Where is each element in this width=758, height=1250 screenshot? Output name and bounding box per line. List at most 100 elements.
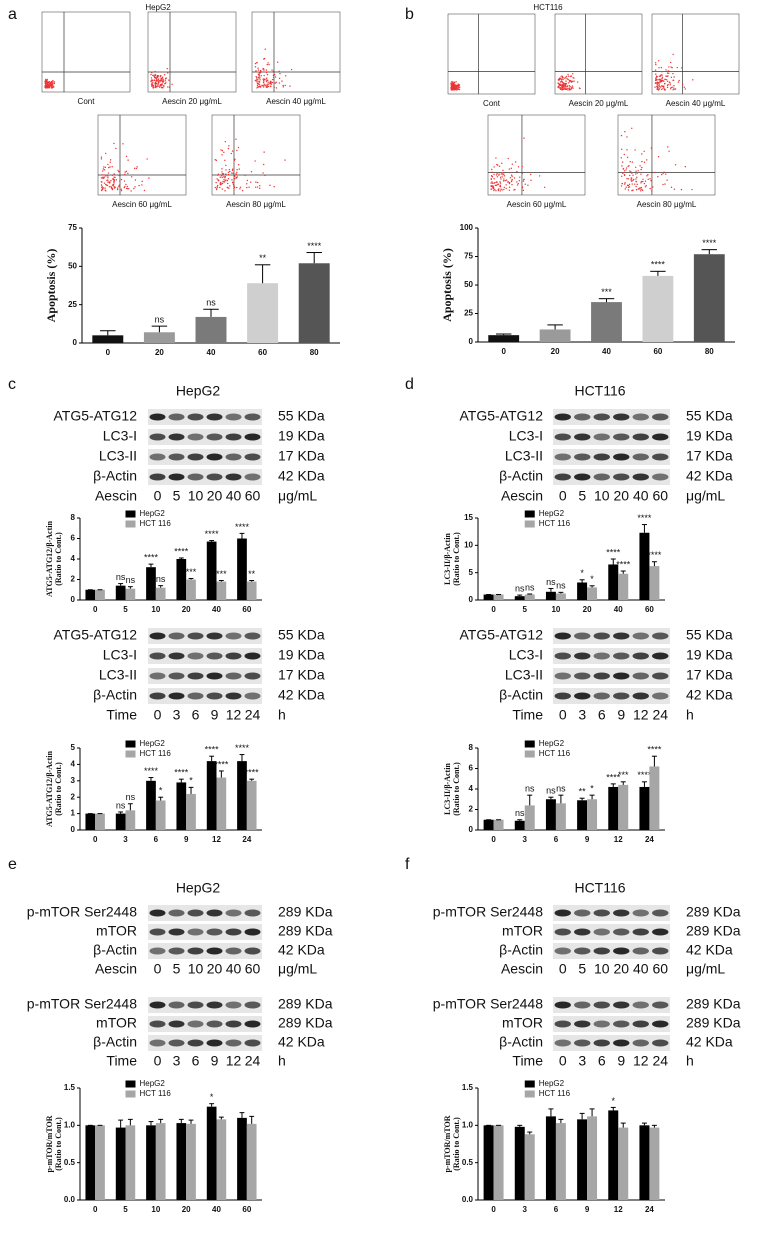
bar	[649, 1127, 660, 1200]
bar	[524, 594, 535, 600]
x-tick-label: 0	[491, 1205, 496, 1214]
flow-dot	[508, 171, 511, 174]
flow-dot	[635, 189, 638, 191]
y-axis-label: ATG5-ATG12/β-Actin	[45, 750, 54, 826]
flow-dot	[490, 182, 492, 184]
x-tick-label: 3	[123, 835, 128, 844]
bar	[639, 1125, 650, 1200]
flow-dot	[281, 80, 283, 82]
blot-size: 289 KDa	[278, 996, 333, 1012]
blot-strip	[148, 668, 262, 684]
blot-band	[244, 947, 261, 955]
x-tick-label: 20	[551, 347, 560, 356]
flow-dot	[269, 85, 272, 88]
significance-label: ns	[556, 581, 566, 591]
flow-dot	[523, 178, 525, 181]
blot-band	[652, 692, 669, 700]
blot-band	[554, 453, 571, 461]
flow-dot	[669, 88, 672, 90]
flow-dot	[269, 184, 271, 187]
lane-label: 24	[652, 707, 668, 723]
flow-dot	[508, 181, 511, 184]
y-tick-label: 10	[464, 540, 473, 549]
blot-band	[632, 413, 649, 421]
blot-size: 55 KDa	[278, 408, 325, 424]
flow-dot	[214, 159, 216, 161]
flow-dot	[507, 181, 510, 183]
flow-dot	[639, 165, 641, 167]
bar	[155, 800, 166, 830]
bar	[587, 799, 598, 830]
flow-dot	[493, 173, 495, 176]
flow-dot	[656, 83, 658, 85]
x-tick-label: 3	[523, 1205, 528, 1214]
flow-dot	[664, 78, 666, 81]
blot-row-label: β-Actin	[93, 468, 137, 484]
blot-band	[149, 672, 166, 680]
flow-dot	[264, 78, 266, 80]
y-axis-label-note: (Ratio to Cont.)	[54, 1117, 63, 1171]
blot-band	[554, 1001, 571, 1009]
blot-band	[613, 672, 630, 680]
blot-band	[652, 453, 669, 461]
x-tick-label: 3	[523, 835, 528, 844]
flow-dot	[508, 182, 511, 185]
blot-band	[593, 909, 610, 917]
flow-dot	[222, 173, 225, 175]
flow-dot	[635, 180, 637, 183]
flow-dot	[490, 175, 493, 177]
lane-label: 6	[598, 707, 606, 723]
flow-dot	[630, 171, 632, 173]
flow-dot	[629, 174, 631, 177]
significance-label: **	[248, 569, 256, 579]
flow-dot	[626, 177, 628, 180]
blot-strip	[553, 943, 670, 959]
flow-dot	[519, 176, 521, 178]
flow-dot	[264, 174, 266, 177]
flow-dot	[111, 166, 113, 168]
flow-dot	[126, 185, 129, 188]
flow-dot	[665, 69, 667, 71]
blot-band	[168, 672, 185, 680]
flow-dot	[636, 183, 638, 186]
legend-label: HepG2	[539, 739, 565, 748]
blot-band	[613, 433, 630, 441]
significance-label: ns	[546, 786, 556, 796]
flow-dot	[664, 89, 667, 91]
blot-band	[652, 928, 669, 936]
y-tick-label: 5	[469, 568, 474, 577]
flow-dot	[101, 187, 104, 189]
flow-dot	[691, 188, 693, 191]
y-tick-label: 25	[464, 309, 473, 318]
blot-band	[206, 692, 223, 700]
flow-dot	[111, 184, 114, 186]
flow-dot	[257, 86, 259, 88]
blot-strip	[553, 997, 670, 1013]
blot-band	[168, 928, 185, 936]
flow-dot	[134, 186, 136, 188]
flow-dot	[254, 160, 256, 162]
blot-band	[574, 928, 591, 936]
flow-dot	[629, 170, 631, 172]
flow-dot	[220, 149, 222, 151]
flow-dot	[112, 177, 114, 180]
flow-dot	[235, 176, 237, 179]
significance-label: ns	[556, 784, 566, 794]
blot-title: HepG2	[176, 880, 221, 896]
blot-band	[187, 928, 204, 936]
flow-dot	[644, 186, 647, 188]
flow-dot	[673, 188, 676, 190]
flow-dot	[621, 183, 623, 185]
flow-dot	[498, 165, 501, 167]
bar	[115, 813, 126, 830]
blot-band	[652, 672, 669, 680]
flow-dot	[261, 84, 263, 86]
flow-dot	[272, 76, 275, 79]
flow-dot	[559, 78, 561, 80]
flow-dot	[666, 70, 669, 73]
flow-dot	[263, 79, 265, 82]
flow-dot	[256, 181, 259, 184]
flow-dot	[233, 185, 235, 187]
flow-dot	[450, 84, 453, 87]
